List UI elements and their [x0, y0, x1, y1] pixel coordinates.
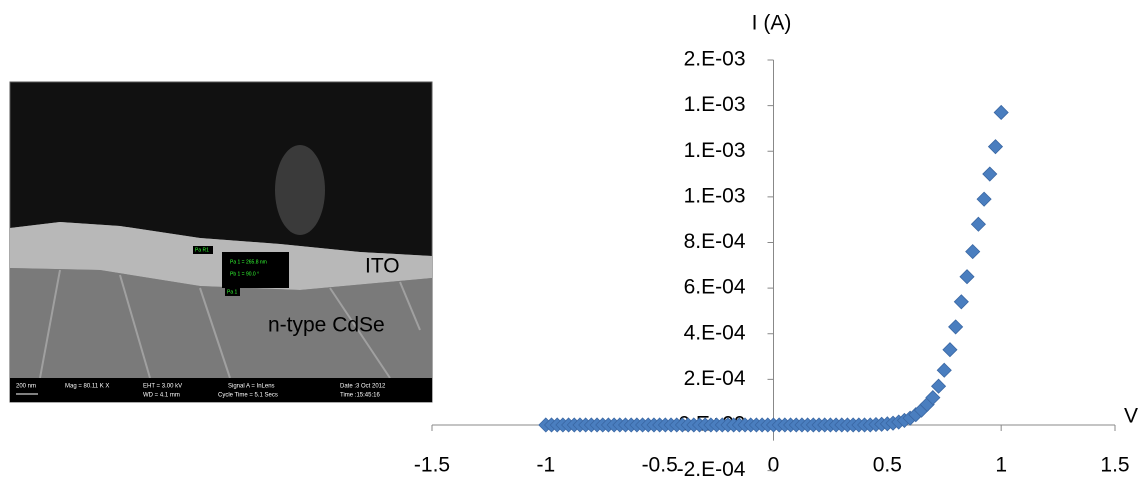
marker — [936, 362, 952, 378]
marker — [925, 390, 941, 406]
marker — [930, 378, 947, 394]
info-text: WD = 4.1 mm — [143, 393, 180, 399]
sem-image: Pa R1 Pa 1 = 265.8 nm Pb 1 = 90.0 ° Pa 1… — [9, 81, 433, 403]
sem-ito-layer — [10, 222, 432, 290]
marker — [959, 269, 975, 285]
marker-label: Pb 1 = 90.0 ° — [230, 271, 259, 277]
marker — [982, 166, 998, 182]
marker-label: Pa 1 — [227, 289, 238, 295]
marker — [976, 191, 992, 207]
info-text: Cycle Time = 5.1 Secs — [218, 393, 278, 399]
y-tick-label: 8.E-04 — [684, 230, 746, 253]
layer-label: n-type CdSe — [268, 314, 385, 337]
x-tick-label: 1 — [995, 454, 1007, 477]
y-tick-label: 1.E-03 — [684, 139, 746, 162]
measure-tag — [193, 246, 213, 254]
y-tick-label: 1.E-03 — [684, 184, 746, 207]
measure-tag — [225, 288, 240, 296]
info-text: 200 nm — [16, 384, 36, 390]
x-tick-label: 0 — [768, 454, 780, 477]
info-text: EHT = 3.00 kV — [143, 384, 182, 390]
marker — [993, 104, 1009, 121]
layer-label: ITO — [365, 255, 400, 278]
x-tick-label: 0.5 — [873, 454, 902, 477]
sem-texture — [39, 269, 421, 379]
info-text: Signal A = InLens — [228, 384, 275, 390]
marker — [953, 294, 969, 310]
y-tick-label: 2.E-03 — [684, 48, 746, 71]
y-axis-title: I (A) — [752, 12, 792, 35]
info-bar — [10, 378, 432, 402]
sem-glow — [275, 145, 325, 235]
x-tick-label: -0.5 — [642, 454, 678, 477]
marker — [965, 244, 981, 260]
marker-label: Pa 1 = 265.8 nm — [230, 259, 267, 265]
marker — [987, 139, 1004, 155]
marker — [948, 319, 964, 335]
x-tick-label: 1.5 — [1100, 454, 1129, 477]
x-tick-label: -1.5 — [414, 454, 450, 477]
x-axis-title: V — [1124, 405, 1138, 428]
y-tick-label: 6.E-04 — [684, 276, 746, 299]
sem-substrate — [10, 268, 432, 378]
marker-label: Pa R1 — [195, 247, 209, 253]
marker — [942, 342, 958, 358]
info-text: Date :3 Oct 2012 — [340, 384, 386, 390]
measure-box — [222, 252, 289, 288]
y-tick-label: 2.E-04 — [684, 367, 746, 390]
y-tick-label: -2.E-04 — [677, 458, 746, 479]
marker — [970, 216, 986, 232]
info-text: Time :15:45:16 — [340, 393, 380, 399]
y-tick-label: 4.E-04 — [684, 321, 746, 344]
x-tick-label: -1 — [536, 454, 555, 477]
info-text: Mag = 80.11 K X — [65, 384, 109, 390]
y-tick-label: 1.E-03 — [684, 93, 746, 116]
